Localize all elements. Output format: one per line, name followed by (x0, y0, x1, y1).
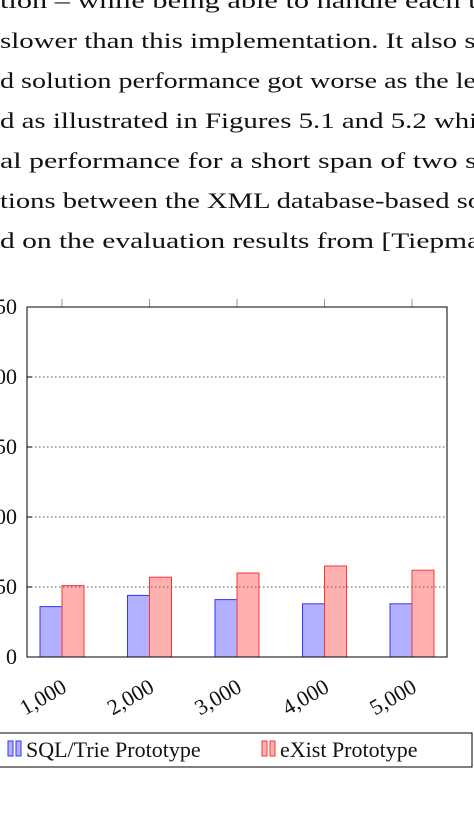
bar (236, 572, 260, 658)
text-line: slower than this implementation. It also… (0, 28, 474, 53)
bar (127, 594, 150, 658)
legend-label: SQL/Trie Prototype (26, 737, 201, 762)
bar (324, 565, 347, 658)
y-tick-label: 100 (0, 504, 17, 529)
bar (214, 599, 238, 658)
legend-label: eXist Prototype (280, 737, 418, 762)
y-tick-label: 250 (0, 294, 17, 319)
bar (302, 603, 325, 658)
text-line: tions between the XML database-based sol (0, 188, 474, 213)
bar (39, 606, 63, 658)
y-tick-label: 0 (6, 644, 17, 669)
legend-box (0, 732, 473, 768)
y-tick-label: 50 (0, 574, 17, 599)
text-line: al performance for a short span of two s… (0, 148, 474, 173)
y-tick-label: 150 (0, 434, 17, 459)
legend-swatch (7, 740, 14, 757)
text-line: tion – while being able to handle each t… (0, 0, 474, 13)
bar (411, 569, 435, 658)
x-tick-label: 5,000 (365, 674, 420, 720)
x-tick-label: 4,000 (278, 674, 333, 720)
bar (149, 576, 172, 658)
bar (389, 603, 413, 658)
x-tick-label: 3,000 (190, 674, 245, 720)
x-tick-label: 1,000 (15, 674, 70, 720)
text-line: d as illustrated in Figures 5.1 and 5.2 … (0, 108, 474, 133)
y-tick-label: 200 (0, 364, 17, 389)
bar (61, 585, 85, 658)
legend-swatch (15, 740, 22, 757)
x-tick-label: 2,000 (103, 674, 158, 720)
text-line: d on the evaluation results from [Tiepma… (0, 228, 474, 253)
text-line: d solution performance got worse as the … (0, 68, 474, 93)
legend-swatch (261, 740, 268, 757)
legend-swatch (269, 740, 276, 757)
plot-frame (26, 306, 448, 658)
